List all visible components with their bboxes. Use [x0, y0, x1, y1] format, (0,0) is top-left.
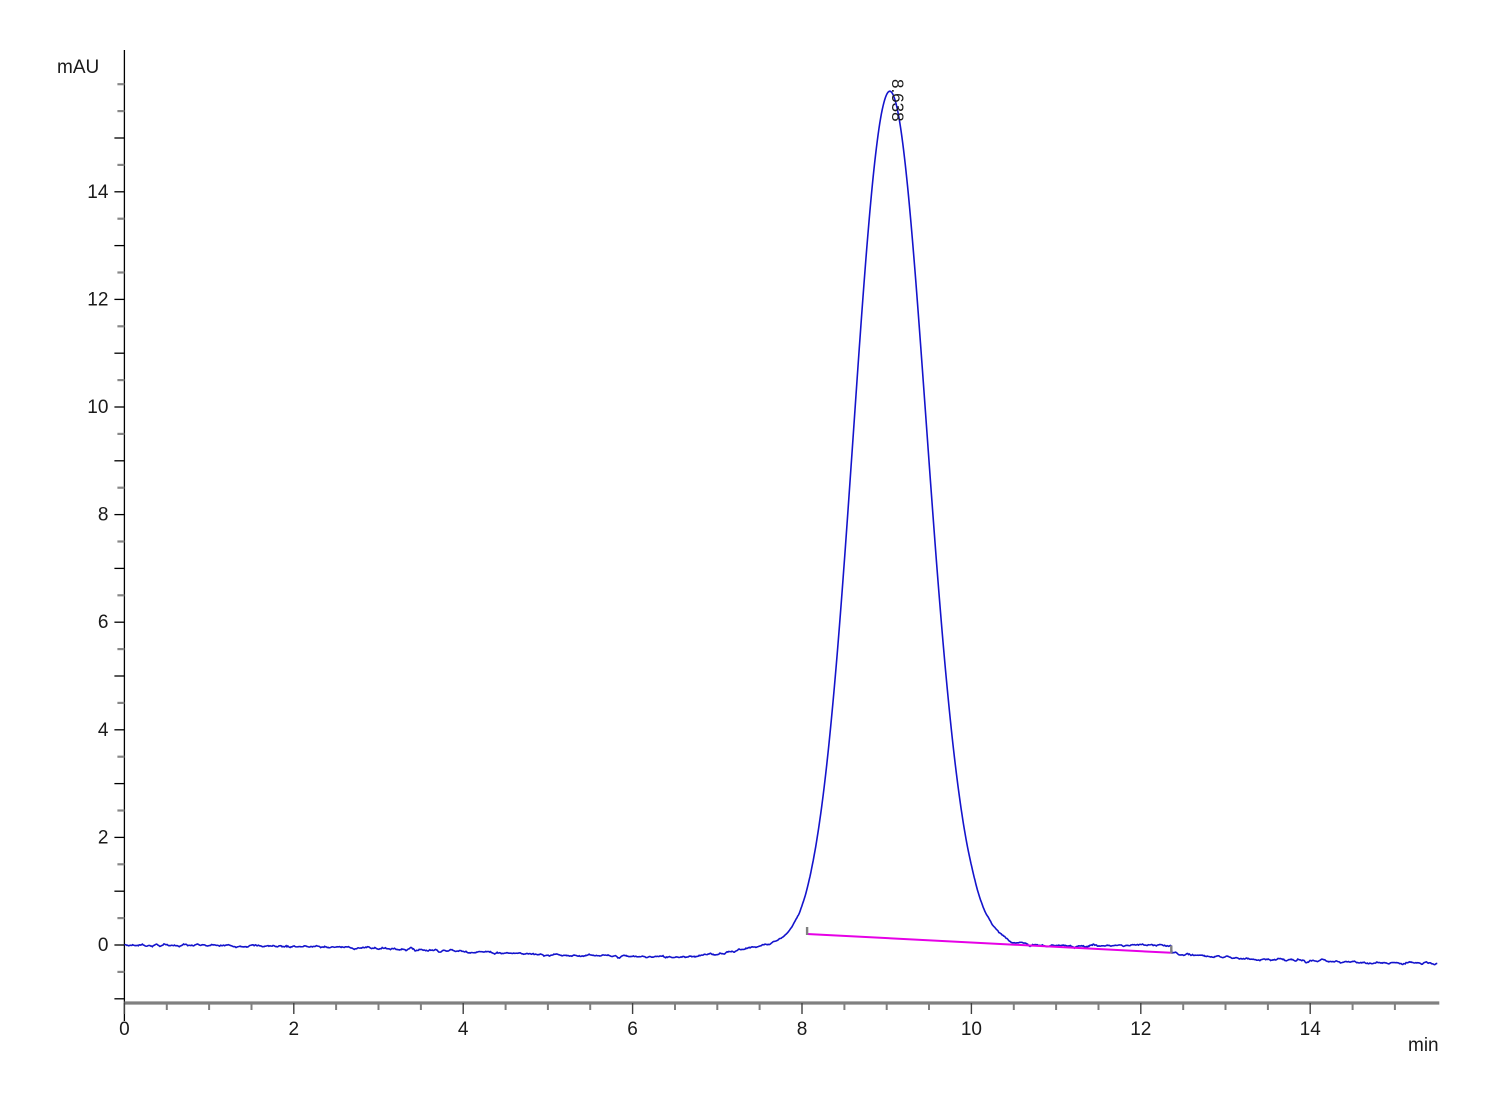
svg-text:14: 14 [87, 182, 109, 203]
svg-text:10: 10 [961, 1019, 982, 1040]
svg-text:6: 6 [98, 612, 109, 633]
svg-text:10: 10 [87, 397, 108, 418]
svg-text:8: 8 [797, 1019, 808, 1040]
svg-text:2: 2 [98, 827, 109, 848]
svg-text:2: 2 [289, 1019, 300, 1040]
svg-text:8: 8 [98, 505, 109, 526]
svg-text:4: 4 [458, 1019, 469, 1040]
svg-text:14: 14 [1300, 1019, 1322, 1040]
svg-text:0: 0 [119, 1019, 130, 1040]
svg-text:4: 4 [98, 720, 109, 741]
svg-text:6: 6 [627, 1019, 638, 1040]
svg-text:12: 12 [1130, 1019, 1151, 1040]
svg-text:mAU: mAU [57, 57, 99, 78]
svg-text:12: 12 [87, 289, 108, 310]
svg-text:min: min [1408, 1035, 1439, 1056]
svg-text:0: 0 [98, 935, 109, 956]
svg-text:8.638: 8.638 [888, 79, 907, 122]
